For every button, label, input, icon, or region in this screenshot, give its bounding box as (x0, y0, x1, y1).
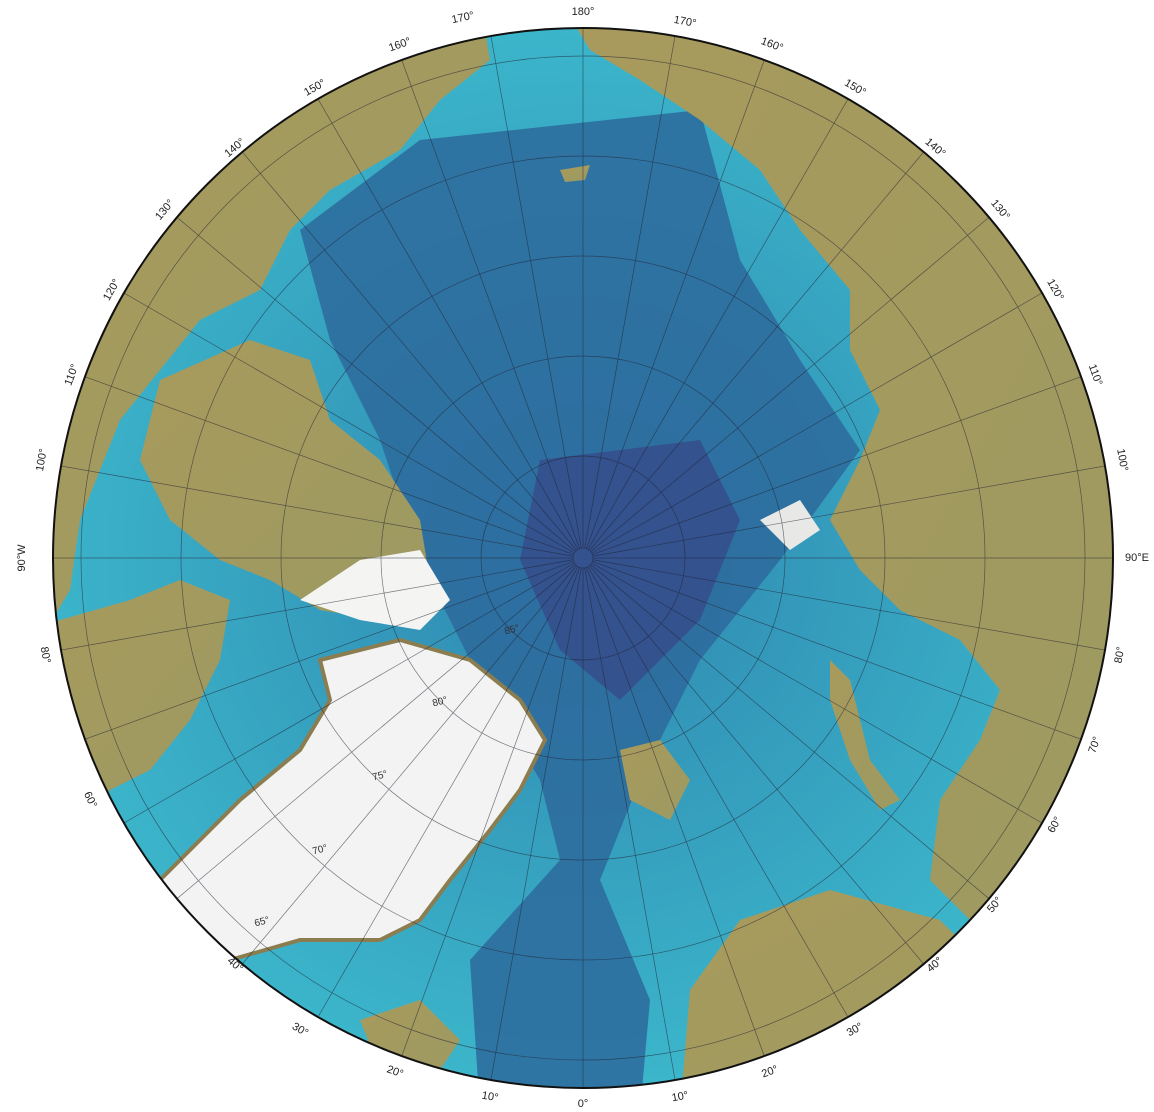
siberia (560, 28, 1113, 1088)
meridian (153, 564, 576, 919)
graticule (53, 28, 1113, 1088)
meridian (222, 565, 577, 988)
meridian (53, 460, 574, 557)
longitude-label: 20° (385, 1063, 405, 1080)
longitude-label: 130° (153, 197, 177, 222)
latitude-label: 85° (503, 623, 520, 638)
meridian (590, 564, 1013, 919)
meridian (584, 28, 681, 549)
longitude-label: 160° (759, 35, 785, 54)
longitude-label: 100° (34, 448, 50, 473)
meridian (590, 197, 1013, 552)
meridian (391, 567, 580, 1085)
longitude-label: 30° (845, 1021, 865, 1040)
meridian (485, 567, 582, 1088)
meridian (589, 128, 944, 551)
longitude-label: 120° (1044, 277, 1066, 303)
meridian (56, 366, 574, 555)
map-border (52, 27, 1114, 1089)
longitude-label: 20° (760, 1063, 780, 1080)
longitude-label: 130° (988, 197, 1012, 222)
longitude-label: 0° (578, 1098, 589, 1110)
longitude-label: 70° (1086, 735, 1103, 755)
svalbard (620, 740, 690, 820)
longitude-label: 170° (673, 14, 698, 30)
longitude-label: 110° (1086, 363, 1105, 388)
meridian (587, 566, 864, 1044)
longitude-label: 10° (671, 1090, 690, 1105)
meridian (592, 366, 1110, 555)
ellesmere-ice (300, 550, 450, 630)
meridian (302, 72, 579, 550)
longitude-label: 80° (38, 646, 53, 665)
abyssal-plain (520, 440, 740, 700)
wrangel-island (560, 165, 590, 182)
longitude-label: 150° (842, 77, 868, 99)
meridian (97, 277, 575, 554)
meridian (592, 561, 1110, 750)
meridian (302, 566, 579, 1044)
latitude-label: 65° (253, 915, 270, 930)
meridian (589, 565, 944, 988)
meridian (56, 561, 574, 750)
longitude-label: 180° (572, 6, 595, 18)
meridian (97, 562, 575, 839)
meridian (153, 197, 576, 552)
longitude-label: 60° (1046, 815, 1065, 835)
arctic-archipelago (140, 340, 430, 620)
longitude-label: 90°E (1125, 552, 1149, 564)
meridian (592, 460, 1113, 557)
meridian (586, 31, 775, 549)
meridian (222, 128, 577, 551)
longitude-label: 90°W (16, 544, 28, 572)
longitude-label: 10° (481, 1090, 499, 1105)
meridian (587, 72, 864, 550)
latitude-label: 75° (371, 769, 388, 784)
longitude-label: 170° (451, 10, 476, 27)
severnaya-zemlya (760, 500, 820, 550)
meridian (584, 567, 681, 1088)
latitude-label: 70° (311, 843, 328, 858)
meridian (591, 277, 1069, 554)
longitude-label: 30° (290, 1020, 310, 1039)
novaya-zemlya (830, 660, 900, 810)
longitude-label: 80° (1113, 646, 1128, 665)
meridian (591, 562, 1069, 839)
meridian (485, 28, 582, 549)
longitude-label: 60° (81, 790, 99, 810)
latitude-label: 80° (431, 695, 448, 710)
longitude-label: 160° (387, 35, 412, 54)
meridian (391, 31, 580, 549)
meridian (592, 559, 1113, 656)
meridian (586, 567, 775, 1085)
longitude-label: 100° (1114, 448, 1130, 473)
longitude-label: 110° (63, 363, 82, 388)
meridian (53, 559, 574, 656)
